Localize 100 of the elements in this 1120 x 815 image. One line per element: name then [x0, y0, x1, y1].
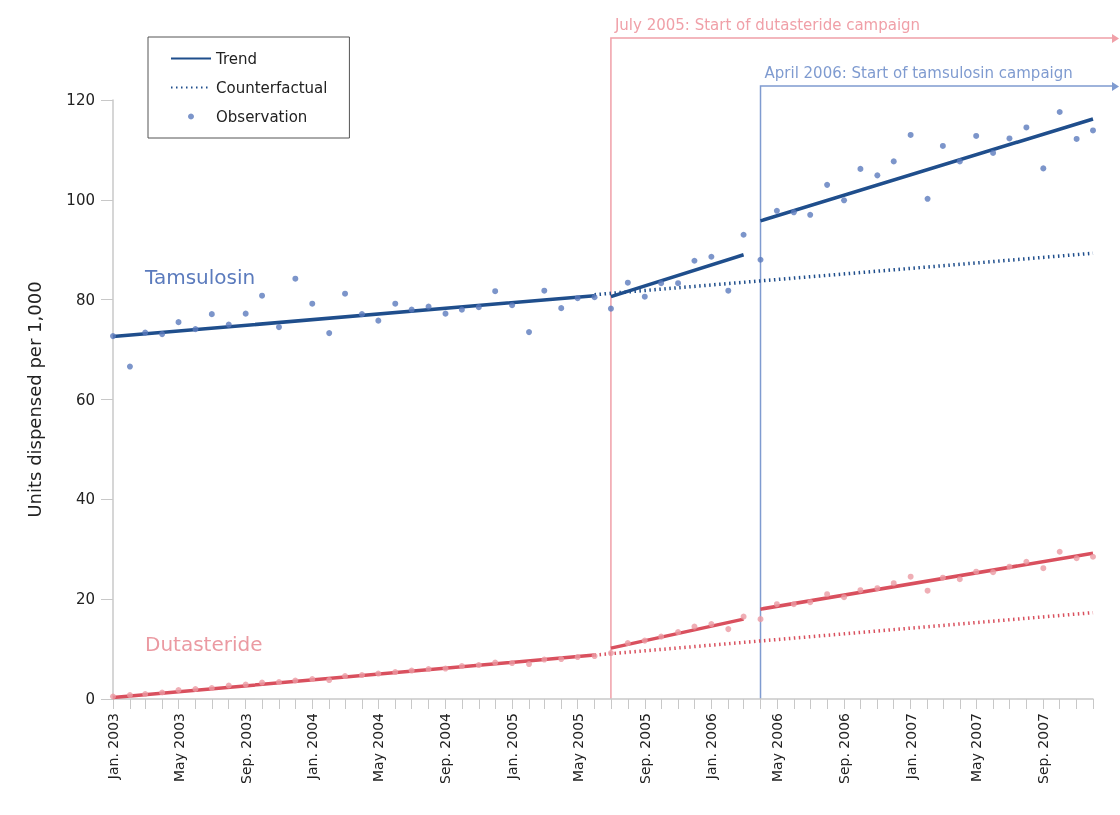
point	[358, 311, 365, 318]
point	[342, 290, 349, 297]
point	[857, 587, 864, 594]
point	[159, 331, 166, 338]
point	[675, 280, 682, 287]
point	[624, 640, 631, 647]
x-tick-label: Jan. 2006	[703, 712, 720, 781]
point	[375, 317, 382, 324]
point	[990, 149, 997, 156]
point	[192, 686, 199, 693]
point	[740, 613, 747, 620]
point	[708, 253, 715, 260]
point	[175, 319, 182, 326]
point	[526, 329, 533, 336]
point	[956, 158, 963, 165]
point	[192, 326, 199, 333]
point	[641, 637, 648, 644]
x-tick-label: Jan. 2003	[105, 713, 121, 781]
point	[607, 305, 614, 312]
point	[574, 295, 581, 302]
point	[658, 280, 665, 287]
point	[574, 654, 581, 661]
x-tick-label: Sep. 2004	[437, 712, 454, 784]
point	[558, 656, 565, 663]
point	[142, 329, 149, 336]
x-tick-label: May 2005	[569, 713, 586, 783]
point	[658, 633, 665, 640]
point	[708, 621, 715, 628]
legend-label: Counterfactual	[216, 78, 328, 97]
point	[159, 689, 166, 696]
point	[874, 172, 881, 179]
point	[259, 292, 266, 299]
x-tick-label: May 2003	[170, 713, 187, 783]
y-tick-label: 20	[75, 590, 95, 609]
point	[442, 665, 449, 672]
point	[807, 599, 814, 606]
point	[740, 231, 747, 238]
point	[1023, 558, 1030, 565]
point	[126, 692, 133, 699]
point	[275, 679, 282, 686]
point	[773, 207, 780, 214]
point	[757, 616, 764, 623]
point	[1090, 127, 1096, 134]
point	[956, 576, 963, 583]
point	[841, 594, 848, 601]
point	[475, 662, 482, 669]
point	[110, 333, 116, 340]
point	[757, 256, 764, 263]
point	[275, 324, 282, 331]
point	[526, 661, 533, 668]
point	[326, 330, 333, 337]
point	[1006, 135, 1013, 142]
point	[725, 287, 732, 294]
point	[541, 287, 548, 294]
point	[641, 293, 648, 300]
point	[857, 165, 864, 172]
point	[408, 667, 415, 674]
y-tick-label: 0	[85, 690, 95, 708]
x-tick-label: Sep. 2003	[237, 713, 254, 784]
point	[309, 300, 316, 307]
point	[591, 294, 598, 301]
x-tick-label: Sep. 2005	[636, 713, 653, 784]
point	[924, 587, 931, 594]
point	[691, 623, 698, 630]
point	[475, 304, 482, 311]
point	[208, 685, 215, 692]
point	[591, 653, 598, 660]
point	[259, 679, 266, 686]
point	[492, 659, 499, 666]
point	[326, 677, 333, 684]
point	[110, 693, 116, 700]
point	[142, 691, 149, 698]
point	[890, 158, 897, 165]
y-tick-label: 120	[66, 91, 95, 109]
point	[458, 306, 465, 313]
point	[309, 676, 316, 683]
point	[492, 288, 499, 295]
point	[208, 311, 215, 318]
point	[509, 302, 516, 309]
x-tick-label: Jan. 2005	[504, 713, 521, 781]
x-tick-label: Sep. 2007	[1035, 713, 1052, 784]
point	[458, 663, 465, 670]
annotation: Tamsulosin	[144, 265, 256, 289]
point	[725, 626, 732, 633]
y-axis-title: Units dispensed per 1,000	[23, 281, 45, 518]
point	[292, 275, 299, 282]
point	[342, 673, 349, 680]
point	[990, 569, 997, 576]
point	[1090, 553, 1096, 560]
point	[1073, 555, 1080, 562]
point	[874, 585, 881, 592]
x-tick-label: May 2006	[768, 712, 785, 783]
point	[1073, 135, 1080, 142]
point	[890, 580, 897, 587]
point	[973, 568, 980, 575]
point	[126, 363, 133, 370]
point	[558, 305, 565, 312]
x-tick-label: Sep. 2006	[836, 712, 853, 784]
y-tick-label: 40	[75, 490, 95, 509]
legend-label: Observation	[216, 107, 308, 126]
